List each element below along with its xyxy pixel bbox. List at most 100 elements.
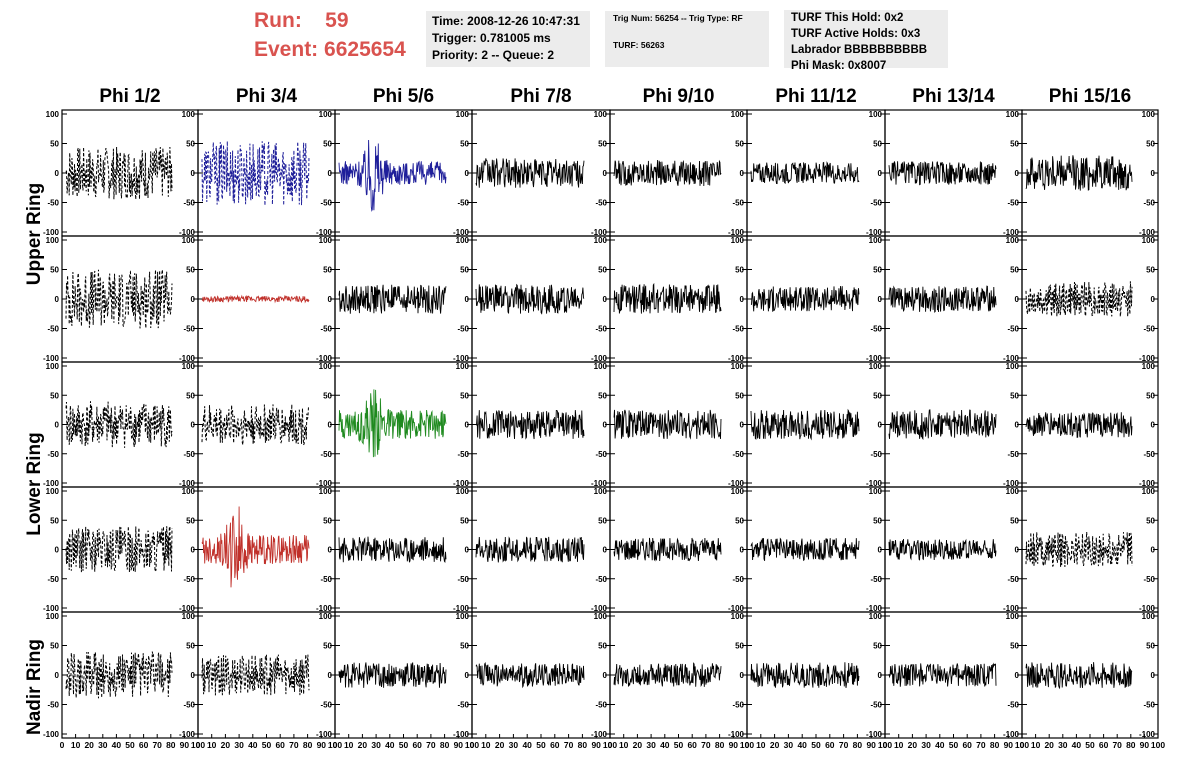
x-tick-label: 60 [687, 740, 697, 750]
x-tick-label: 0 [883, 740, 888, 750]
turf-text: TURF: 56263 [613, 40, 665, 50]
y-tick-label: 100 [1006, 362, 1020, 371]
x-tick-label: 40 [248, 740, 258, 750]
y-tick-label: 0 [191, 671, 196, 680]
y-tick-label: 0 [878, 295, 883, 304]
y-tick-label: -100 [453, 604, 470, 613]
y-tick-label: -100 [316, 354, 333, 363]
column-header-phi-15-16: Phi 15/16 [1048, 86, 1132, 107]
y-tick-label: 50 [50, 516, 59, 525]
y-tick-label: -50 [595, 199, 607, 208]
y-tick-label: -100 [866, 604, 883, 613]
y-tick-label: 0 [191, 546, 196, 555]
waveform-trace [65, 269, 173, 329]
waveform-trace [201, 141, 310, 206]
x-tick-label: 80 [1126, 740, 1136, 750]
y-tick-label: -50 [1007, 575, 1019, 584]
y-tick-label: -50 [457, 199, 469, 208]
y-tick-label: 50 [323, 642, 332, 651]
time-info-box: Time: 2008-12-26 10:47:31 Trigger: 0.781… [426, 11, 590, 67]
x-tick-label: 100 [603, 740, 617, 750]
y-tick-label: -50 [870, 450, 882, 459]
y-tick-label: -50 [595, 325, 607, 334]
y-tick-label: 0 [191, 295, 196, 304]
x-tick-label: 50 [949, 740, 959, 750]
column-header-phi-7-8: Phi 7/8 [510, 86, 572, 107]
x-tick-label: 90 [1004, 740, 1014, 750]
y-tick-label: -50 [47, 325, 59, 334]
x-tick-label: 40 [112, 740, 122, 750]
x-tick-label: 10 [756, 740, 766, 750]
y-tick-label: 0 [465, 421, 470, 430]
y-tick-label: 0 [1015, 421, 1020, 430]
x-tick-label: 10 [1031, 740, 1041, 750]
waveform-trace [888, 409, 997, 441]
column-header-phi-13-14: Phi 13/14 [912, 86, 995, 107]
y-tick-label: 0 [55, 421, 60, 430]
y-tick-label: -100 [728, 354, 745, 363]
x-tick-label: 20 [84, 740, 94, 750]
y-tick-label: -100 [1003, 730, 1020, 739]
x-tick-label: 30 [234, 740, 244, 750]
y-tick-label: 50 [1010, 516, 1019, 525]
y-tick-label: 100 [182, 487, 196, 496]
y-tick-label: 50 [1146, 266, 1155, 275]
y-tick-label: 100 [1006, 110, 1020, 119]
y-tick-label: -100 [866, 730, 883, 739]
y-tick-label: -100 [1139, 354, 1156, 363]
y-tick-label: 0 [55, 169, 60, 178]
y-tick-label: -100 [1139, 730, 1156, 739]
y-tick-label: -50 [47, 450, 59, 459]
y-tick-label: 100 [456, 612, 470, 621]
y-tick-label: -50 [457, 450, 469, 459]
x-tick-label: 20 [1044, 740, 1054, 750]
y-tick-label: -100 [1003, 354, 1020, 363]
y-tick-label: 0 [740, 546, 745, 555]
waveform-trace [888, 285, 997, 313]
y-tick-label: 100 [319, 487, 333, 496]
waveform-trace [338, 662, 447, 688]
waveform-trace [888, 161, 997, 186]
waveform-trace [750, 408, 860, 441]
column-header-phi-1-2: Phi 1/2 [99, 86, 161, 107]
waveform-trace [888, 538, 997, 561]
event-label: Event: 6625654 [254, 38, 406, 61]
y-tick-label: 100 [594, 362, 608, 371]
y-tick-label: 50 [323, 266, 332, 275]
waveform-trace [475, 283, 585, 315]
y-tick-label: -50 [183, 325, 195, 334]
y-tick-label: 100 [46, 236, 60, 245]
y-tick-label: 50 [186, 642, 195, 651]
y-tick-label: 50 [323, 516, 332, 525]
y-tick-label: 50 [1010, 266, 1019, 275]
x-tick-label: 70 [839, 740, 849, 750]
panel-frame [471, 235, 611, 363]
x-tick-label: 20 [221, 740, 231, 750]
y-tick-label: 50 [323, 391, 332, 400]
y-tick-label: 50 [873, 140, 882, 149]
y-tick-label: -50 [1007, 450, 1019, 459]
y-tick-label: 50 [460, 642, 469, 651]
waveform-trace [65, 401, 173, 448]
y-tick-label: -50 [457, 325, 469, 334]
y-tick-label: 0 [603, 295, 608, 304]
y-tick-label: 100 [869, 612, 883, 621]
y-tick-label: 0 [465, 169, 470, 178]
y-tick-label: 0 [328, 421, 333, 430]
y-tick-label: 0 [740, 671, 745, 680]
y-tick-label: 100 [731, 362, 745, 371]
y-tick-label: 50 [460, 266, 469, 275]
x-tick-label: 100 [878, 740, 892, 750]
y-tick-label: 50 [598, 140, 607, 149]
x-tick-label: 0 [60, 740, 65, 750]
y-tick-label: 100 [869, 362, 883, 371]
x-tick-label: 100 [1151, 740, 1165, 750]
y-tick-label: 100 [869, 236, 883, 245]
y-tick-label: -50 [870, 701, 882, 710]
waveform-trace [338, 139, 447, 212]
x-tick-label: 90 [454, 740, 464, 750]
waveform-trace [475, 409, 585, 440]
y-tick-label: 100 [1142, 362, 1156, 371]
y-tick-label: -50 [47, 199, 59, 208]
y-tick-label: 100 [182, 110, 196, 119]
